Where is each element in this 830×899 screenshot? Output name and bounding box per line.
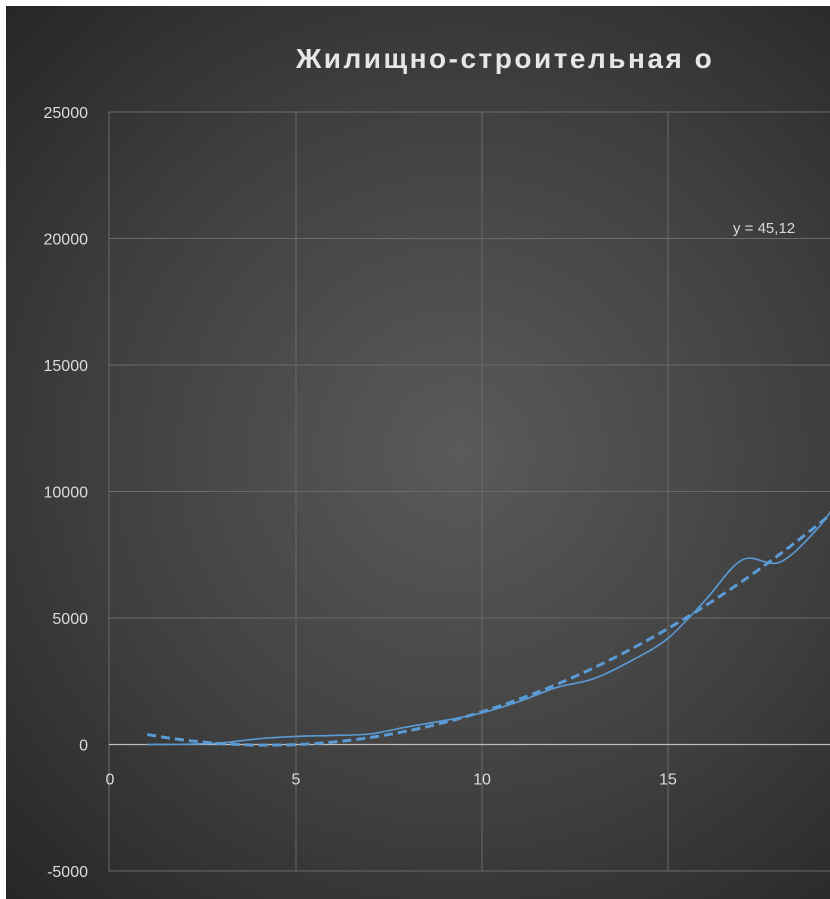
x-tick-label: 10 xyxy=(473,772,491,789)
tick-labels: -5000 0 5000 10000 15000 20000 25000 0 5 10 15 xyxy=(44,105,678,881)
y-tick-label: 5000 xyxy=(52,611,88,628)
x-tick-label: 15 xyxy=(659,772,677,789)
y-tick-label: 0 xyxy=(79,738,88,755)
y-tick-label: 10000 xyxy=(44,485,89,502)
trendline-equation: y = 45,12 xyxy=(733,220,795,237)
y-tick-label: 20000 xyxy=(44,232,89,249)
y-tick-label: -5000 xyxy=(47,864,88,881)
chart-title: Жилищно-строительная о xyxy=(295,43,714,74)
y-tick-label: 25000 xyxy=(44,105,89,122)
x-tick-label: 0 xyxy=(106,772,115,789)
data-series-line xyxy=(147,510,830,746)
chart-area: Жилищно-строительная о -5000 0 5000 10000 15… xyxy=(6,6,830,899)
x-tick-label: 5 xyxy=(292,772,301,789)
trendline xyxy=(146,512,830,747)
chart-svg: Жилищно-строительная о -5000 0 5000 10000 15… xyxy=(44,43,830,881)
series xyxy=(146,510,830,747)
y-tick-label: 15000 xyxy=(44,358,89,375)
grid xyxy=(108,111,830,872)
